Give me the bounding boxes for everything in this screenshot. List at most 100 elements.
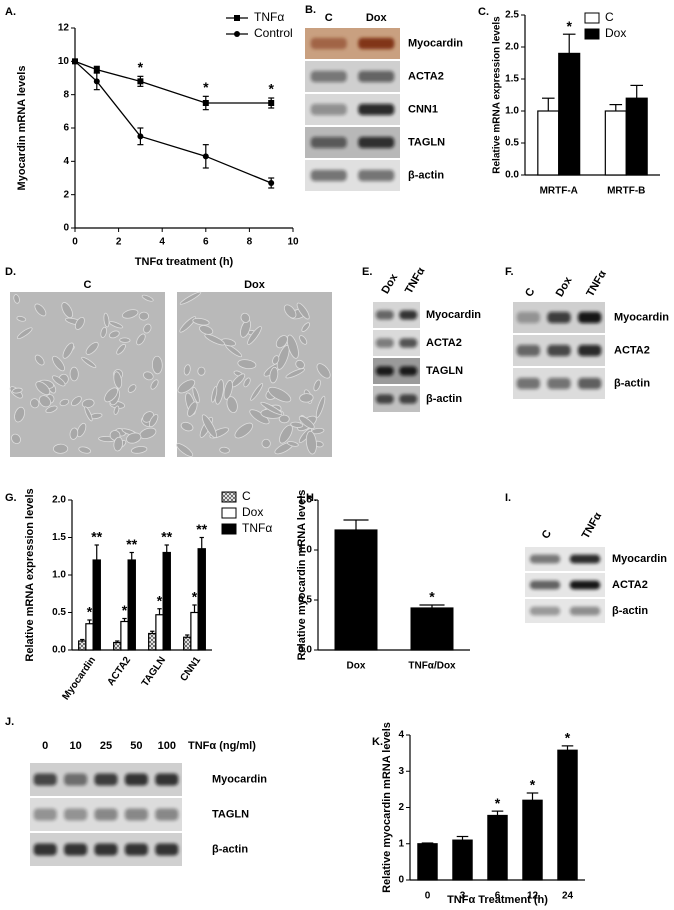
x-tick-label: CNN1 <box>178 655 203 684</box>
cell <box>260 401 283 415</box>
blot-band <box>529 554 561 564</box>
legend-label: TNFα <box>242 521 272 535</box>
cell <box>34 303 47 317</box>
y-tick-label: 0.0 <box>298 645 312 656</box>
blot-band <box>375 310 394 320</box>
lane-unit: TNFα (ng/ml) <box>188 740 256 752</box>
blot-band <box>124 843 148 856</box>
cell <box>192 317 210 326</box>
y-axis-label: Myocardin mRNA levels <box>16 66 28 191</box>
x-tick-label: 6 <box>495 891 501 902</box>
annotation: * <box>429 589 435 605</box>
panel-label: A. <box>5 6 16 18</box>
y-tick-label: 1.5 <box>505 74 519 85</box>
blot-band <box>399 338 418 348</box>
annotation: * <box>268 81 274 97</box>
annotation: ** <box>126 536 137 552</box>
marker <box>137 133 144 140</box>
marker <box>202 153 209 160</box>
cell <box>131 446 148 454</box>
x-tick-label: Myocardin <box>60 655 98 702</box>
annotation: * <box>495 795 501 811</box>
y-tick-label: 2 <box>63 189 69 200</box>
x-tick-label: 2 <box>116 237 122 248</box>
bar <box>604 110 627 176</box>
lane-label: 50 <box>130 740 142 752</box>
y-tick-label: 10 <box>58 56 70 67</box>
y-tick-label: 0.5 <box>52 607 66 618</box>
x-tick-label: 12 <box>527 891 539 902</box>
row-label: TAGLN <box>426 365 463 377</box>
annotation: * <box>566 18 572 34</box>
blot-band <box>547 377 571 390</box>
cell <box>299 393 314 403</box>
bar <box>452 839 473 881</box>
cell <box>108 321 124 329</box>
marker <box>202 100 209 106</box>
lane-label: TNFα <box>584 268 609 299</box>
bar <box>537 110 560 176</box>
cell <box>52 355 65 372</box>
y-tick-label: 1.5 <box>52 532 66 543</box>
blot-band <box>516 377 540 390</box>
annotation: * <box>87 604 93 620</box>
blot-band <box>358 136 395 149</box>
y-tick-label: 2 <box>398 802 404 813</box>
cell <box>313 379 321 392</box>
cell <box>119 337 131 343</box>
cell <box>30 398 40 409</box>
y-tick-label: 2.0 <box>505 42 519 53</box>
cell <box>211 386 218 403</box>
bar <box>155 614 164 651</box>
x-tick-label: 24 <box>562 891 574 902</box>
cell <box>316 363 331 379</box>
blot-band <box>310 169 347 182</box>
annotation: ** <box>91 529 102 545</box>
y-tick-label: 3 <box>398 766 404 777</box>
panel-label: H. <box>306 492 317 504</box>
row-label: CNN1 <box>408 103 438 115</box>
x-tick-label: ACTA2 <box>105 655 133 688</box>
x-tick-label: 0 <box>72 237 78 248</box>
cell <box>84 406 93 422</box>
cell <box>179 291 202 305</box>
panel-label: E. <box>362 266 372 278</box>
panel-label: C. <box>478 6 489 18</box>
cell <box>136 333 146 346</box>
panel-label: K. <box>372 736 383 748</box>
panel-label: D. <box>5 266 16 278</box>
cell <box>51 375 66 387</box>
blot-band <box>124 773 148 786</box>
blot-band <box>64 808 88 821</box>
row-label: β-actin <box>612 605 648 617</box>
blot-band <box>578 344 602 357</box>
y-tick-label: 0.5 <box>505 138 519 149</box>
blot-band <box>578 377 602 390</box>
blot-band <box>358 70 395 83</box>
error-bar <box>526 792 539 801</box>
blot-band <box>64 843 88 856</box>
y-tick-label: 0.5 <box>298 595 312 606</box>
legend-swatch <box>584 12 600 24</box>
y-tick-label: 0.0 <box>52 645 66 656</box>
y-tick-label: 1.5 <box>298 495 312 506</box>
x-tick-label: 0 <box>425 891 431 902</box>
cell <box>81 398 95 409</box>
row-label: Myocardin <box>212 773 267 785</box>
blot-band <box>94 773 118 786</box>
cell <box>13 294 20 304</box>
series-line <box>74 60 272 184</box>
x-tick-label: 4 <box>159 237 165 248</box>
annotation: * <box>122 602 128 618</box>
legend-label: TNFα <box>254 10 284 24</box>
error-bar <box>192 604 197 613</box>
y-tick-label: 0 <box>63 223 69 234</box>
cell <box>38 395 52 408</box>
lane-label: C <box>523 286 537 299</box>
y-tick-label: 4 <box>398 730 404 741</box>
bar <box>197 548 206 651</box>
bar <box>487 814 508 881</box>
error-bar <box>491 810 504 816</box>
cell <box>14 406 26 423</box>
row-label: β-actin <box>614 377 650 389</box>
